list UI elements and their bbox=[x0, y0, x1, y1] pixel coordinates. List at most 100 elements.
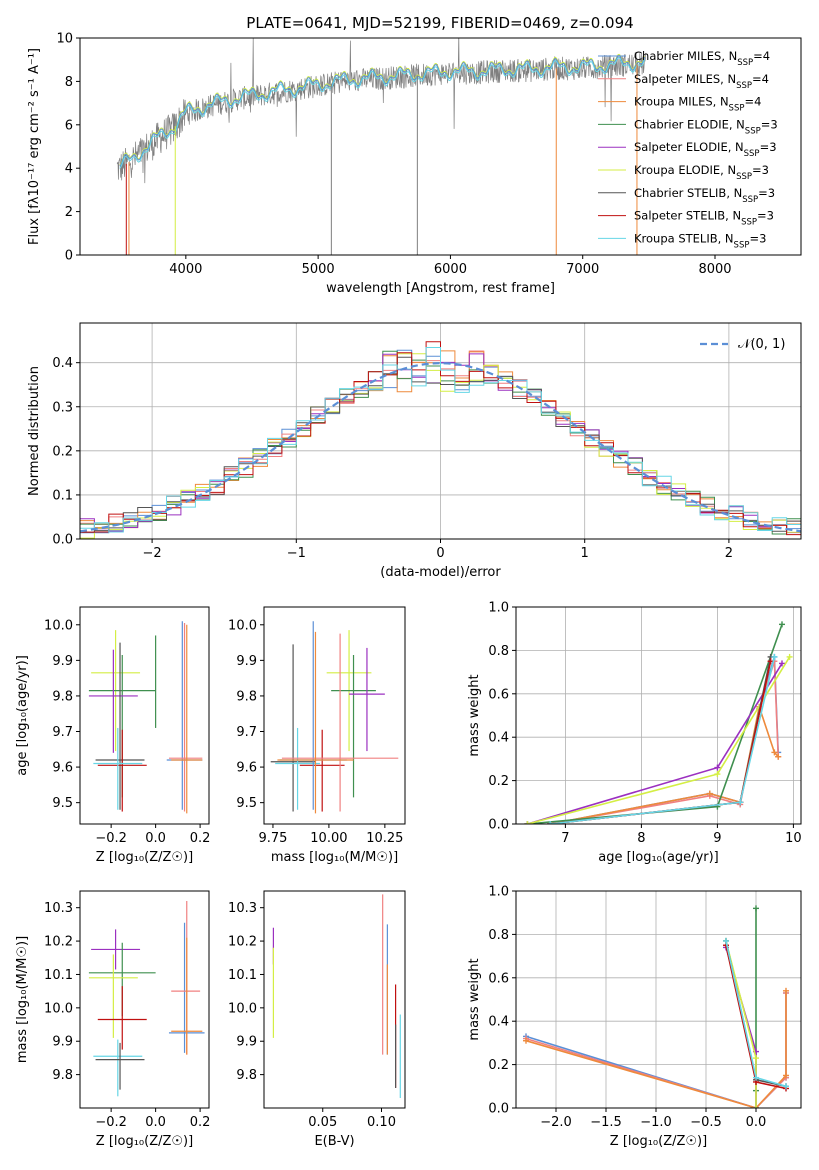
panel-weight_age: 7 8 9 10 0.0 0.2 0.4 0.6 0.8 1.0 age [log₁₀(age/yr… bbox=[467, 601, 802, 866]
legend-label: Salpeter MILES, NSSP=4 bbox=[634, 72, 769, 91]
weight-marker bbox=[737, 799, 744, 806]
x-axis-label: (data-model)/error bbox=[380, 565, 501, 580]
errorbar-point bbox=[97, 986, 147, 1050]
weight-marker bbox=[547, 821, 554, 824]
plot-area bbox=[116, 38, 647, 255]
plot-area bbox=[88, 901, 205, 1097]
y-axis-label: mass weight bbox=[467, 674, 482, 756]
weight-marker bbox=[779, 621, 785, 628]
errorbar-point bbox=[88, 954, 138, 1038]
y-tick-label: 0.4 bbox=[488, 1015, 509, 1030]
y-axis-label: mass [log₁₀(M/M☉)] bbox=[15, 936, 30, 1063]
legend-label: 𝒩(0, 1) bbox=[738, 337, 785, 352]
y-tick-label: 0.2 bbox=[488, 1058, 509, 1073]
errorbar-point bbox=[91, 929, 141, 970]
axes-frame bbox=[79, 37, 802, 256]
y-tick-label: 0.2 bbox=[52, 444, 73, 459]
panel-spectrum: 4000 5000 6000 7000 8000 0 2 4 6 8 10 wavelength [A… bbox=[27, 32, 802, 296]
plot-area bbox=[272, 894, 401, 1098]
weight-marker bbox=[771, 653, 778, 660]
y-tick-label: 9.9 bbox=[52, 1035, 73, 1050]
x-tick-label: 9 bbox=[713, 831, 721, 846]
y-tick-label: 9.8 bbox=[236, 1068, 257, 1083]
x-tick-label: 10 bbox=[785, 831, 802, 846]
axes: 9.75 10.00 10.25 9.5 9.6 9.7 9.8 9.9 10.0 mass [l… bbox=[228, 606, 406, 865]
axes: −0.2 0.0 0.2 9.8 9.9 10.0 10.1 10.2 10.3 Z [log₁₀… bbox=[15, 890, 211, 1149]
y-axis-label: age [log₁₀(age/yr)] bbox=[15, 655, 30, 776]
panel-age_Z: −0.2 0.0 0.2 9.5 9.6 9.7 9.8 9.9 10.0 Z [log₁₀(Z/… bbox=[15, 606, 211, 865]
y-tick-label: 9.5 bbox=[236, 796, 257, 811]
y-tick-label: 9.5 bbox=[52, 796, 73, 811]
errorbar-point bbox=[299, 729, 345, 812]
y-tick-label: 10.0 bbox=[228, 618, 257, 633]
x-tick-label: −2.0 bbox=[540, 1115, 572, 1130]
y-tick-label: 0 bbox=[65, 249, 73, 264]
gaussian-curve bbox=[80, 361, 801, 533]
x-tick-label: 0.0 bbox=[746, 1115, 767, 1130]
axes: −0.2 0.0 0.2 9.5 9.6 9.7 9.8 9.9 10.0 Z [log₁₀(Z/… bbox=[15, 606, 211, 865]
x-axis-label: wavelength [Angstrom, rest frame] bbox=[326, 281, 555, 296]
y-tick-label: 9.8 bbox=[236, 689, 257, 704]
plot-area bbox=[270, 621, 399, 814]
y-tick-label: 1.0 bbox=[488, 601, 509, 616]
panel-residuals: −2 −1 0 1 2 0.0 0.1 0.2 0.3 0.4 (data-model)/error… bbox=[27, 322, 802, 580]
weight-marker bbox=[753, 905, 759, 912]
axes: 7 8 9 10 0.0 0.2 0.4 0.6 0.8 1.0 age [log₁₀(age/yr… bbox=[467, 601, 802, 866]
errorbar-point bbox=[279, 621, 347, 810]
weight-series bbox=[725, 947, 757, 1108]
x-tick-label: −0.2 bbox=[95, 1115, 127, 1130]
plot-area bbox=[80, 341, 801, 539]
axes-frame bbox=[263, 606, 406, 825]
y-tick-label: 4 bbox=[65, 162, 73, 177]
x-tick-label: 0.2 bbox=[190, 1115, 211, 1130]
x-tick-label: 0.2 bbox=[190, 831, 211, 846]
y-tick-label: 0.4 bbox=[52, 356, 73, 371]
y-tick-label: 10.3 bbox=[44, 901, 73, 916]
y-tick-label: 8 bbox=[65, 75, 73, 90]
y-tick-label: 10 bbox=[56, 32, 73, 47]
data-spectrum bbox=[116, 38, 647, 184]
x-tick-label: −1.5 bbox=[590, 1115, 622, 1130]
legend-label: Kroupa ELODIE, NSSP=3 bbox=[634, 163, 769, 182]
y-tick-label: 9.6 bbox=[52, 761, 73, 776]
y-tick-label: 0.1 bbox=[52, 488, 73, 503]
plot-area bbox=[523, 905, 789, 1108]
x-axis-label: E(B-V) bbox=[314, 1134, 354, 1149]
y-tick-label: 9.9 bbox=[52, 654, 73, 669]
x-tick-label: 5000 bbox=[302, 262, 335, 277]
errorbar-point bbox=[281, 633, 399, 812]
y-tick-label: 6 bbox=[65, 118, 73, 133]
x-tick-label: −0.2 bbox=[95, 831, 127, 846]
x-tick-label: 0.0 bbox=[145, 831, 166, 846]
y-tick-label: 0.0 bbox=[488, 818, 509, 833]
weight-marker bbox=[779, 660, 785, 667]
panel-mass_ebv: 0.05 0.10 9.8 9.9 10.0 10.1 10.2 10.3 E(B-V) bbox=[228, 890, 406, 1149]
weight-marker bbox=[783, 987, 789, 994]
errorbar-point bbox=[275, 727, 320, 810]
errorbar-point bbox=[95, 642, 145, 810]
weight-marker bbox=[771, 749, 778, 756]
plot-area bbox=[88, 621, 203, 814]
model-spectrum bbox=[119, 53, 646, 166]
legend-label: Chabrier STELIB, NSSP=3 bbox=[634, 186, 775, 205]
y-tick-label: 10.1 bbox=[44, 968, 73, 983]
weight-marker bbox=[783, 1072, 789, 1079]
x-axis-label: Z [log₁₀(Z/Z☉)] bbox=[96, 850, 193, 865]
errorbar-point bbox=[171, 624, 203, 814]
weight-marker bbox=[523, 1037, 529, 1044]
y-tick-label: 0.2 bbox=[488, 774, 509, 789]
y-tick-label: 0.3 bbox=[52, 400, 73, 415]
y-tick-label: 9.6 bbox=[236, 761, 257, 776]
legend-label: Salpeter ELODIE, NSSP=3 bbox=[634, 140, 777, 159]
errorbar-point bbox=[88, 649, 138, 753]
y-tick-label: 0.6 bbox=[488, 687, 509, 702]
x-tick-label: −2 bbox=[143, 546, 162, 561]
weight-marker bbox=[753, 1105, 759, 1108]
legend-label: Salpeter STELIB, NSSP=3 bbox=[634, 209, 774, 228]
errorbar-point bbox=[168, 623, 203, 812]
legend-label: Chabrier MILES, NSSP=4 bbox=[634, 49, 770, 68]
y-tick-label: 9.8 bbox=[52, 1068, 73, 1083]
weight-marker bbox=[524, 821, 531, 824]
